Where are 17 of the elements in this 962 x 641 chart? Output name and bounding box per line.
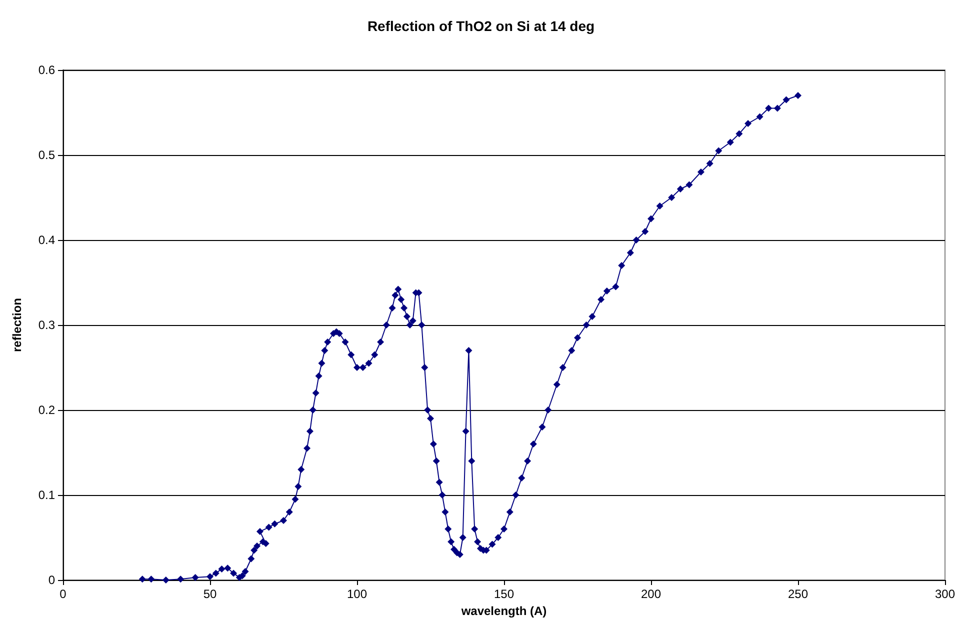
x-tick-label: 150 [494, 587, 514, 601]
y-tick-label: 0.6 [38, 63, 56, 77]
x-tick-label: 50 [203, 587, 217, 601]
y-tick-label: 0.2 [38, 403, 56, 417]
x-tick-label: 0 [60, 587, 67, 601]
x-tick-label: 300 [934, 587, 956, 601]
y-tick-label: 0.5 [38, 148, 56, 162]
x-tick-label: 200 [640, 587, 662, 601]
x-axis-title: wavelength (A) [460, 604, 547, 618]
chart-title: Reflection of ThO2 on Si at 14 deg [367, 18, 595, 34]
y-tick-label: 0 [48, 573, 56, 587]
y-tick-label: 0.4 [38, 233, 56, 247]
y-axis-title: reflection [10, 298, 24, 352]
y-tick-label: 0.1 [38, 488, 56, 502]
x-tick-label: 250 [788, 587, 808, 601]
x-tick-label: 100 [346, 587, 368, 601]
y-tick-label: 0.3 [38, 318, 56, 332]
